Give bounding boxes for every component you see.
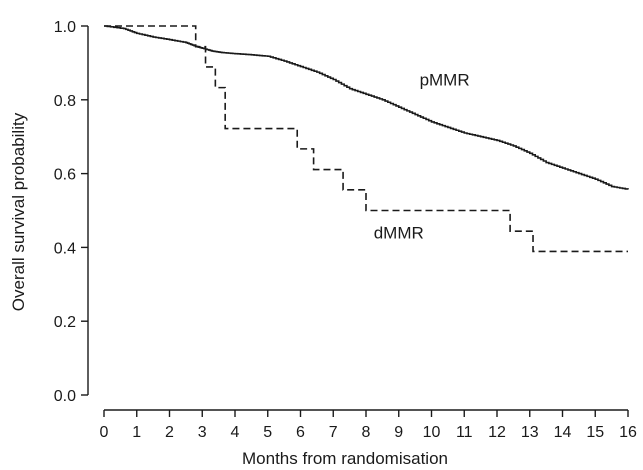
series-layer: pMMR dMMR bbox=[104, 26, 628, 251]
series-dmmr-line bbox=[104, 26, 628, 251]
y-tick-label: 1.0 bbox=[54, 19, 76, 36]
x-tick-label: 9 bbox=[394, 424, 403, 441]
ticks: 0.00.20.40.60.81.00 1 2 3 4 5 6 7 8 9 10 11 12 13 14 15… bbox=[54, 19, 637, 441]
series-dmmr-label: dMMR bbox=[374, 224, 424, 243]
y-tick-label: 0.6 bbox=[54, 167, 76, 184]
x-tick-label: 1 bbox=[132, 424, 141, 441]
x-tick-label: 13 bbox=[521, 424, 539, 441]
x-tick-label: 10 bbox=[423, 424, 441, 441]
x-tick-label: 16 bbox=[619, 424, 637, 441]
x-tick-label: 0 bbox=[100, 424, 109, 441]
x-tick-label: 4 bbox=[231, 424, 240, 441]
x-tick-label: 6 bbox=[296, 424, 305, 441]
y-tick-label: 0.2 bbox=[54, 314, 76, 331]
y-tick-label: 0.0 bbox=[54, 388, 76, 405]
x-axis-title: Months from randomisation bbox=[242, 449, 448, 468]
x-tick-label: 3 bbox=[198, 424, 207, 441]
y-axis-title: Overall survival probability bbox=[9, 112, 28, 311]
series-pmmr-label: pMMR bbox=[420, 71, 470, 90]
x-tick-label: 8 bbox=[362, 424, 371, 441]
x-tick-label: 5 bbox=[263, 424, 272, 441]
axes bbox=[88, 26, 628, 410]
series-pmmr-line bbox=[104, 26, 628, 189]
x-tick-label: 12 bbox=[488, 424, 506, 441]
y-tick-label: 0.8 bbox=[54, 93, 76, 110]
x-tick-label: 7 bbox=[329, 424, 338, 441]
x-tick-label: 14 bbox=[554, 424, 572, 441]
x-tick-label: 15 bbox=[586, 424, 604, 441]
y-tick-label: 0.4 bbox=[54, 240, 76, 257]
x-tick-label: 11 bbox=[456, 424, 473, 441]
x-tick-label: 2 bbox=[165, 424, 174, 441]
